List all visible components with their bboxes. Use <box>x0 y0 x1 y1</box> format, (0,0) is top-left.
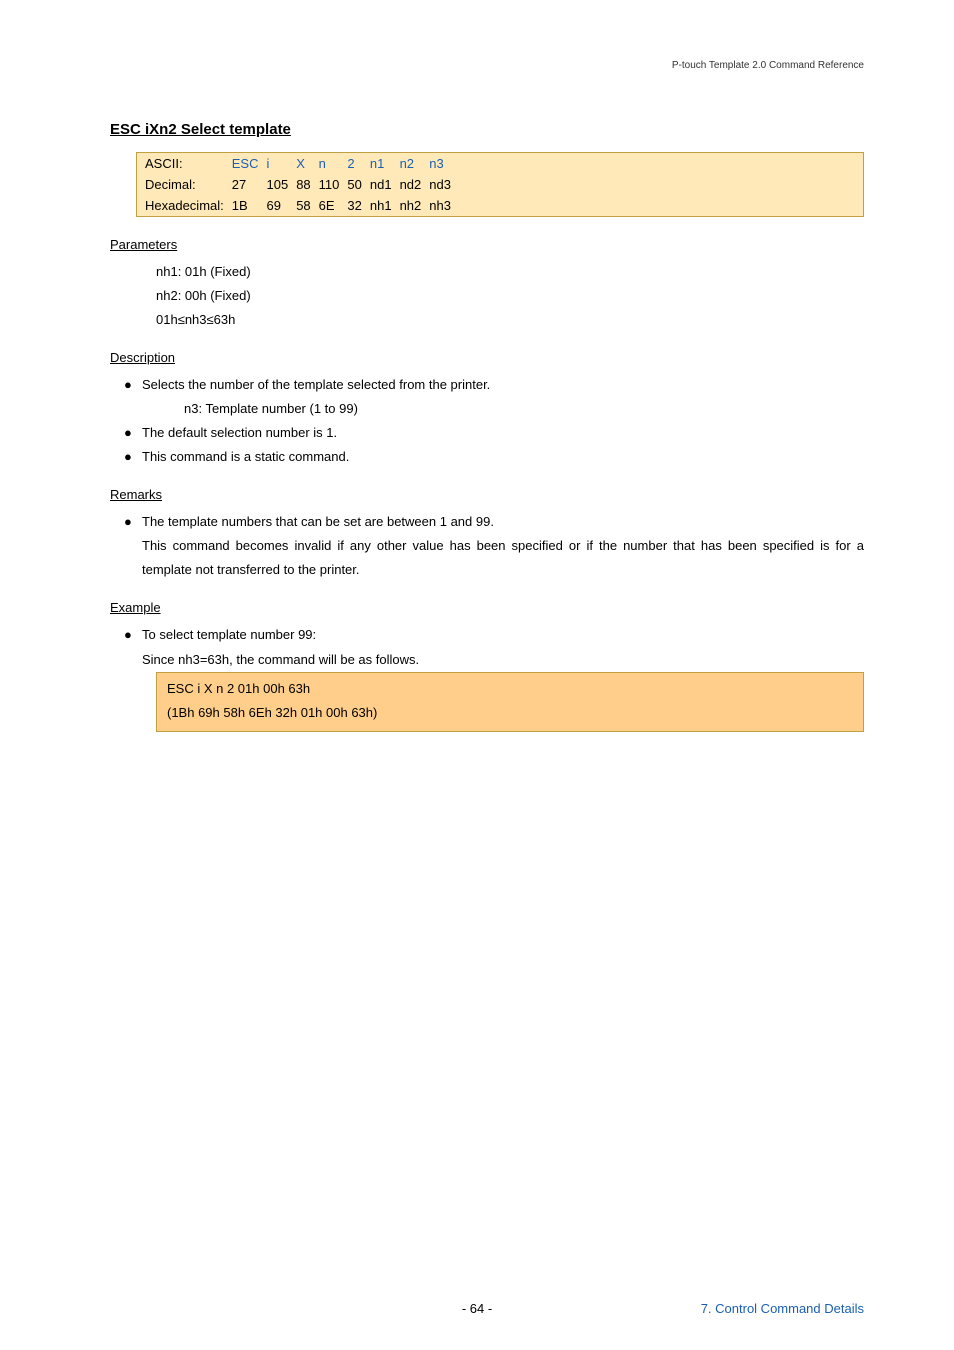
bullet-item: ● This command is a static command. <box>124 445 864 469</box>
cell: n3 <box>425 153 455 175</box>
footer-section: 7. Control Command Details <box>701 1301 864 1316</box>
cell: 6E <box>315 195 344 217</box>
bullet-text: This command is a static command. <box>142 445 864 469</box>
cell: 110 <box>315 174 344 195</box>
cell: nd1 <box>366 174 396 195</box>
cell: X <box>292 153 314 175</box>
remarks-body: This command becomes invalid if any othe… <box>142 534 864 582</box>
bullet-icon: ● <box>124 623 142 647</box>
parameters-heading: Parameters <box>110 237 864 252</box>
table-row: Decimal: 27 105 88 110 50 nd1 nd2 nd3 <box>137 174 864 195</box>
example-heading: Example <box>110 600 864 615</box>
bullet-icon: ● <box>124 510 142 534</box>
description-heading: Description <box>110 350 864 365</box>
code-table-container: ASCII: ESC i X n 2 n1 n2 n3 Decimal: 27 … <box>136 152 864 217</box>
cell: nd2 <box>396 174 426 195</box>
row-label: Hexadecimal: <box>137 195 228 217</box>
cell: nh2 <box>396 195 426 217</box>
cell: 58 <box>292 195 314 217</box>
cell: 1B <box>228 195 263 217</box>
row-label: ASCII: <box>137 153 228 175</box>
cell: 27 <box>228 174 263 195</box>
cell: 32 <box>343 195 365 217</box>
bullet-text: The default selection number is 1. <box>142 421 864 445</box>
cell: nd3 <box>425 174 455 195</box>
example-box: ESC i X n 2 01h 00h 63h (1Bh 69h 58h 6Eh… <box>156 672 864 732</box>
sub-line: n3: Template number (1 to 99) <box>184 397 864 421</box>
bullet-item: ● To select template number 99: <box>124 623 864 647</box>
cell: nh3 <box>425 195 455 217</box>
bullet-text: To select template number 99: <box>142 623 864 647</box>
cell: n2 <box>396 153 426 175</box>
cell: i <box>263 153 293 175</box>
example-line: (1Bh 69h 58h 6Eh 32h 01h 00h 63h) <box>167 701 853 725</box>
cell: n <box>315 153 344 175</box>
bullet-icon: ● <box>124 421 142 445</box>
page-title: ESC iXn2 Select template <box>110 121 864 138</box>
cell: 69 <box>263 195 293 217</box>
bullet-item: ● The default selection number is 1. <box>124 421 864 445</box>
doc-reference: P-touch Template 2.0 Command Reference <box>110 60 864 71</box>
row-label: Decimal: <box>137 174 228 195</box>
example-line: ESC i X n 2 01h 00h 63h <box>167 677 853 701</box>
param-line: nh2: 00h (Fixed) <box>156 284 864 308</box>
param-line: nh1: 01h (Fixed) <box>156 260 864 284</box>
cell: n1 <box>366 153 396 175</box>
table-row: Hexadecimal: 1B 69 58 6E 32 nh1 nh2 nh3 <box>137 195 864 217</box>
cell: 2 <box>343 153 365 175</box>
cell: 50 <box>343 174 365 195</box>
bullet-item: ● Selects the number of the template sel… <box>124 373 864 397</box>
bullet-text: Selects the number of the template selec… <box>142 373 864 397</box>
bullet-item: ● The template numbers that can be set a… <box>124 510 864 534</box>
remarks-heading: Remarks <box>110 487 864 502</box>
bullet-icon: ● <box>124 373 142 397</box>
example-follow: Since nh3=63h, the command will be as fo… <box>142 648 864 672</box>
cell: 88 <box>292 174 314 195</box>
cell: 105 <box>263 174 293 195</box>
bullet-text: The template numbers that can be set are… <box>142 510 864 534</box>
footer: - 64 - 7. Control Command Details <box>0 1301 954 1316</box>
bullet-icon: ● <box>124 445 142 469</box>
code-table: ASCII: ESC i X n 2 n1 n2 n3 Decimal: 27 … <box>136 152 864 217</box>
cell: nh1 <box>366 195 396 217</box>
param-line: 01h≤nh3≤63h <box>156 308 864 332</box>
cell: ESC <box>228 153 263 175</box>
table-row: ASCII: ESC i X n 2 n1 n2 n3 <box>137 153 864 175</box>
